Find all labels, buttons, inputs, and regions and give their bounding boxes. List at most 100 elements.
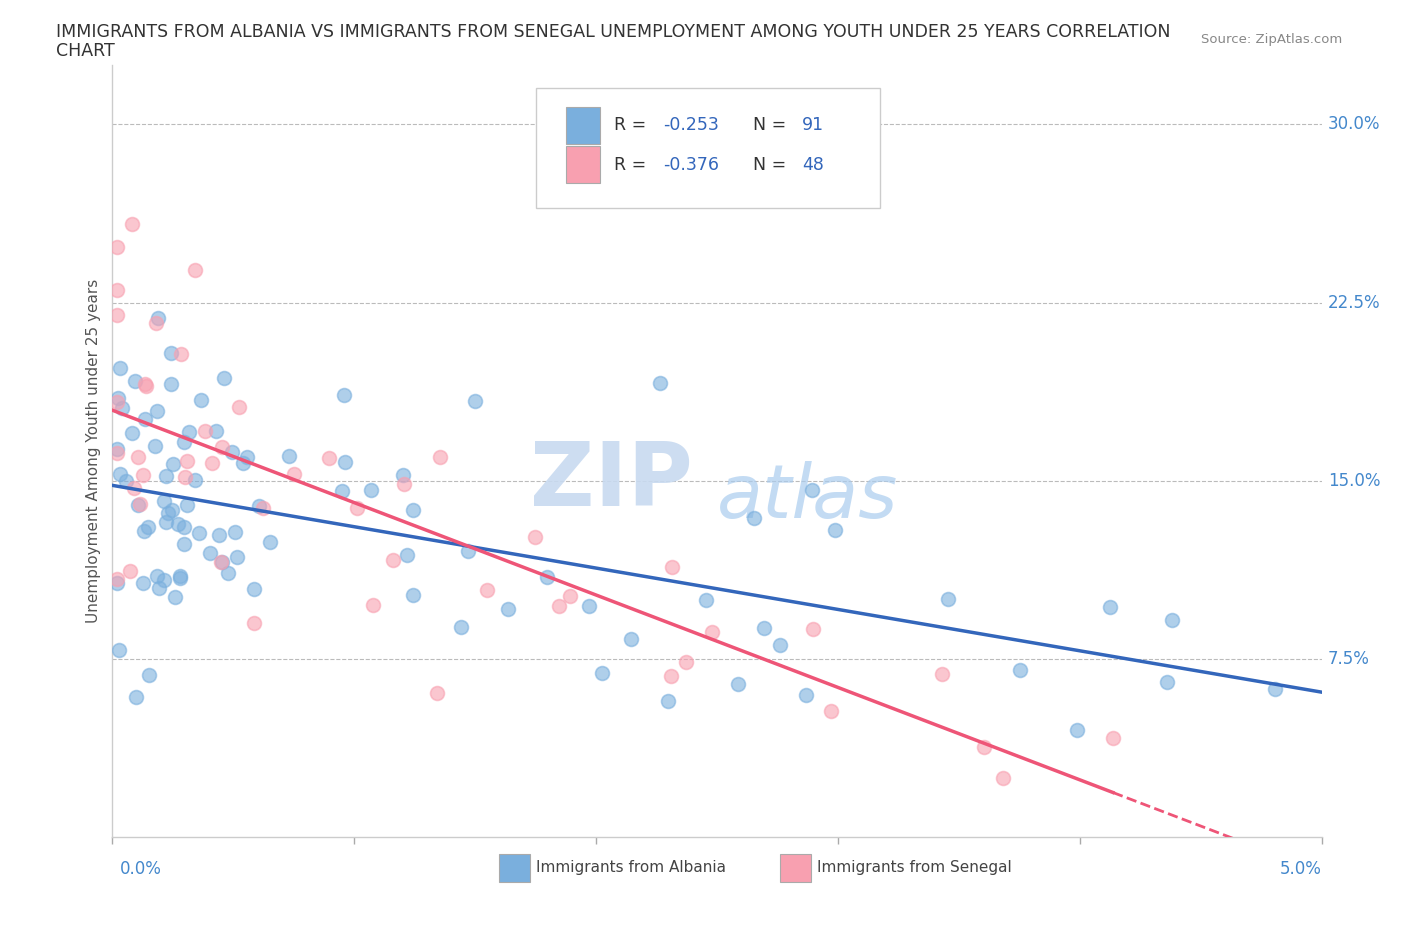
Point bbox=[165, 589, 187, 604]
Point bbox=[1010, 662, 1032, 677]
Point bbox=[931, 667, 953, 682]
Point bbox=[1160, 613, 1182, 628]
Text: Source: ZipAtlas.com: Source: ZipAtlas.com bbox=[1202, 33, 1343, 46]
Point bbox=[1156, 674, 1178, 689]
Point bbox=[794, 687, 817, 702]
Point bbox=[363, 597, 385, 612]
Point bbox=[993, 771, 1015, 786]
Point bbox=[744, 511, 766, 525]
Y-axis label: Unemployment Among Youth under 25 years: Unemployment Among Youth under 25 years bbox=[86, 279, 101, 623]
Point bbox=[105, 240, 128, 255]
Point bbox=[208, 528, 231, 543]
Point bbox=[190, 392, 212, 407]
Point bbox=[194, 423, 217, 438]
Point bbox=[209, 554, 232, 569]
Point bbox=[173, 537, 195, 551]
Point bbox=[179, 424, 201, 439]
Point bbox=[547, 599, 569, 614]
Point bbox=[695, 592, 717, 607]
Point bbox=[121, 425, 143, 440]
Point bbox=[115, 474, 138, 489]
Point bbox=[661, 559, 683, 574]
Point bbox=[105, 441, 128, 456]
Point bbox=[132, 524, 155, 538]
Point bbox=[247, 498, 270, 513]
Point bbox=[198, 545, 221, 560]
Point bbox=[146, 568, 169, 583]
Point bbox=[346, 500, 368, 515]
Point bbox=[111, 401, 134, 416]
Point bbox=[176, 498, 198, 512]
Point bbox=[620, 631, 643, 646]
Text: CHART: CHART bbox=[56, 42, 115, 60]
Point bbox=[1264, 682, 1286, 697]
Point bbox=[105, 395, 128, 410]
Text: 0.0%: 0.0% bbox=[120, 860, 162, 878]
Text: -0.253: -0.253 bbox=[662, 116, 718, 134]
Text: R =: R = bbox=[614, 155, 652, 174]
Point bbox=[496, 602, 519, 617]
Point bbox=[169, 571, 191, 586]
Text: 91: 91 bbox=[801, 116, 824, 134]
Point bbox=[145, 404, 167, 418]
Text: Immigrants from Albania: Immigrants from Albania bbox=[536, 860, 725, 875]
Point bbox=[769, 638, 792, 653]
Text: 22.5%: 22.5% bbox=[1327, 294, 1381, 312]
Text: -0.376: -0.376 bbox=[662, 155, 718, 174]
Point bbox=[138, 668, 160, 683]
Point bbox=[153, 494, 176, 509]
Point bbox=[675, 655, 697, 670]
Point bbox=[105, 308, 128, 323]
Point bbox=[242, 616, 264, 631]
Point bbox=[105, 445, 128, 460]
Text: N =: N = bbox=[754, 116, 792, 134]
Point bbox=[176, 453, 198, 468]
Text: IMMIGRANTS FROM ALBANIA VS IMMIGRANTS FROM SENEGAL UNEMPLOYMENT AMONG YOUTH UNDE: IMMIGRANTS FROM ALBANIA VS IMMIGRANTS FR… bbox=[56, 23, 1171, 41]
Point bbox=[450, 619, 472, 634]
Point bbox=[524, 529, 547, 544]
Point bbox=[169, 347, 191, 362]
Point bbox=[578, 599, 600, 614]
Point bbox=[153, 573, 176, 588]
Point bbox=[536, 570, 558, 585]
Point bbox=[132, 575, 155, 590]
Point bbox=[259, 535, 281, 550]
Point bbox=[145, 316, 167, 331]
Point bbox=[132, 468, 155, 483]
Point bbox=[105, 571, 128, 586]
Text: 5.0%: 5.0% bbox=[1279, 860, 1322, 878]
Point bbox=[475, 582, 498, 597]
Point bbox=[333, 455, 356, 470]
Point bbox=[127, 449, 149, 464]
Point bbox=[973, 739, 995, 754]
Point bbox=[1102, 730, 1125, 745]
Point bbox=[211, 439, 233, 454]
Point bbox=[318, 450, 340, 465]
Point bbox=[560, 589, 582, 604]
Point bbox=[160, 502, 183, 517]
Point bbox=[648, 376, 671, 391]
Point bbox=[108, 467, 131, 482]
FancyBboxPatch shape bbox=[565, 107, 600, 144]
Point bbox=[824, 523, 846, 538]
Point bbox=[283, 467, 305, 482]
Point bbox=[148, 580, 170, 595]
Point bbox=[402, 587, 425, 602]
Point bbox=[217, 565, 239, 580]
Point bbox=[801, 621, 824, 636]
Text: 30.0%: 30.0% bbox=[1327, 115, 1381, 134]
Point bbox=[134, 376, 156, 391]
Point bbox=[224, 525, 246, 539]
Point bbox=[820, 704, 842, 719]
Point bbox=[157, 505, 180, 520]
Text: 7.5%: 7.5% bbox=[1327, 650, 1369, 668]
Point bbox=[143, 438, 166, 453]
Point bbox=[107, 391, 129, 405]
Point bbox=[134, 412, 156, 427]
Point bbox=[184, 262, 207, 277]
Point bbox=[159, 345, 181, 360]
Point bbox=[173, 470, 195, 485]
Point bbox=[166, 516, 188, 531]
Point bbox=[228, 400, 250, 415]
Point bbox=[173, 435, 195, 450]
